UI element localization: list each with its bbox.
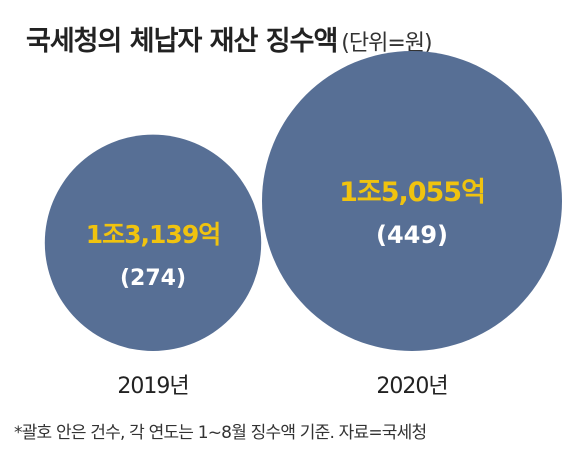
count-label-2020: (449) [376,221,448,249]
chart-title: 국세청의 체납자 재산 징수액 (단위=원) [26,26,433,57]
value-label-2020: 1조5,055억 [339,177,485,208]
unit-label: (단위=원) [341,31,432,56]
footnote: *괄호 안은 건수, 각 연도는 1~8월 징수액 기준. 자료=국세청 [14,423,427,443]
count-label-2019: (274) [120,266,186,291]
value-label-2019: 1조3,139억 [86,220,220,249]
bubble-2019 [44,134,262,351]
bubble-2020 [262,51,562,351]
year-label-2019: 2019년 [117,374,189,399]
year-label-2020: 2020년 [376,374,448,399]
title-text: 국세청의 체납자 재산 징수액 [26,26,338,57]
